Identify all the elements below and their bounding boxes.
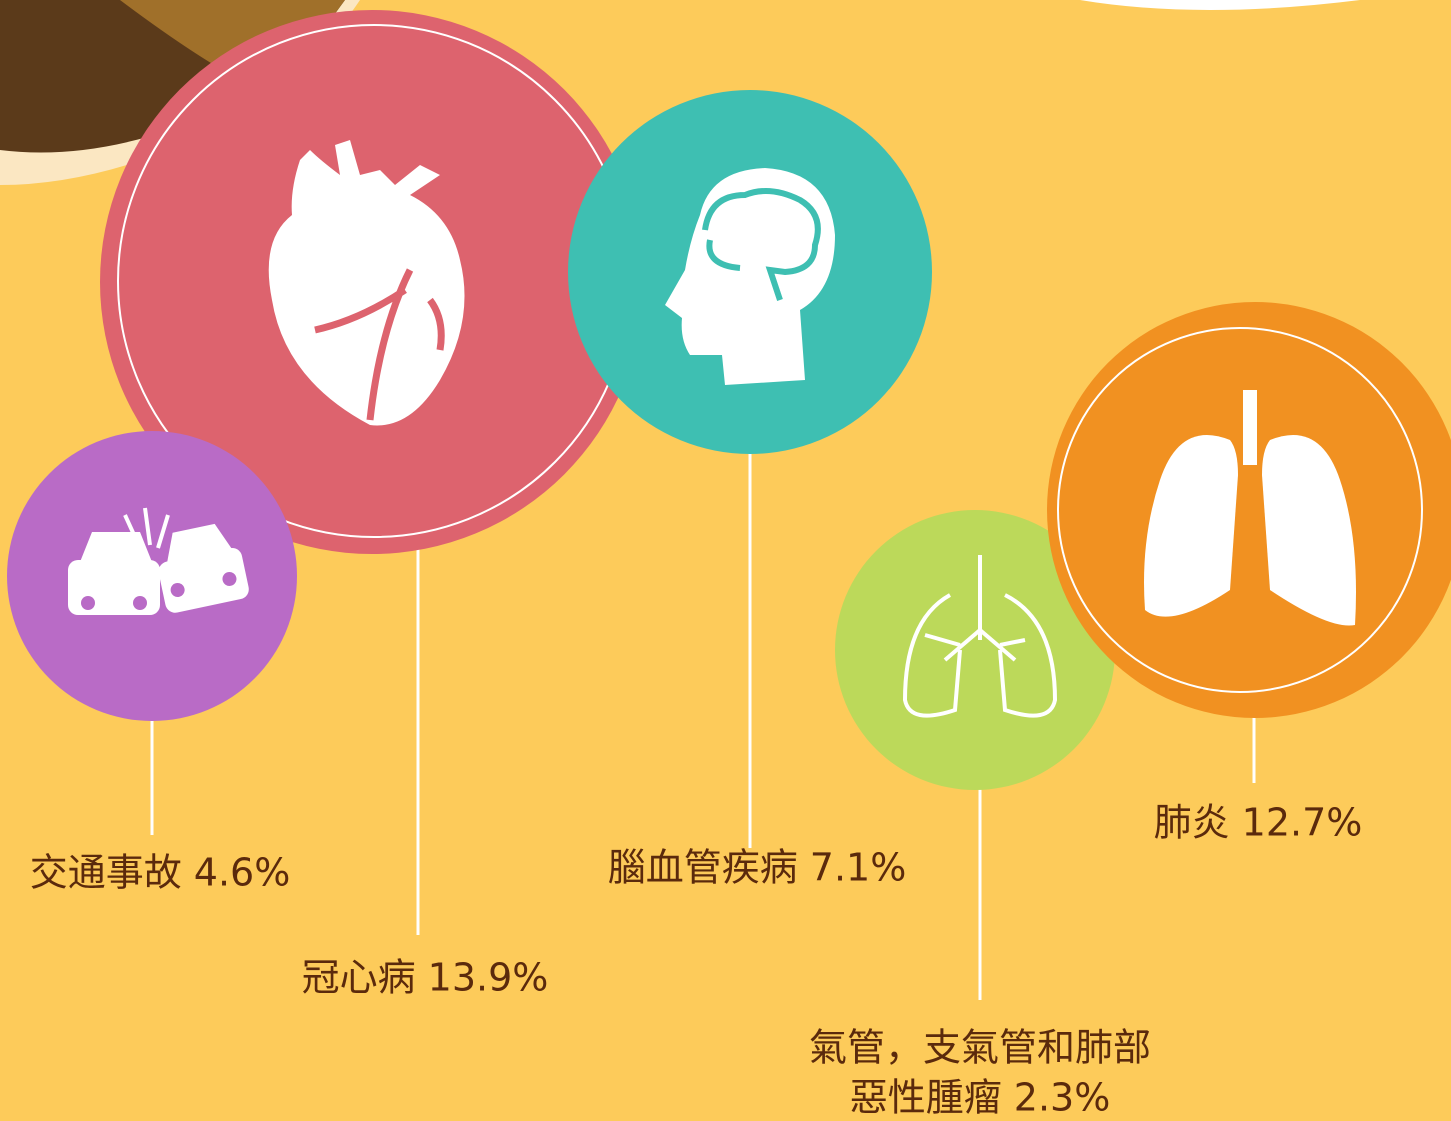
connector-lines: [150, 438, 1256, 1000]
cause-label: 肺炎 12.7%: [1154, 801, 1363, 845]
cause-label: 惡性腫瘤 2.3%: [850, 1076, 1111, 1120]
brain-bubble: [568, 90, 932, 454]
heart-bubble: [100, 10, 644, 554]
bronchus-bubble: [835, 510, 1115, 790]
cause-label: 冠心病 13.9%: [302, 956, 549, 1000]
cause-label: 氣管，支氣管和肺部: [809, 1026, 1151, 1070]
cause-label: 交通事故 4.6%: [30, 851, 291, 895]
cause-label: 腦血管疾病 7.1%: [608, 846, 907, 890]
car-bubble: [7, 431, 297, 721]
lung-bubble: [1047, 302, 1451, 718]
